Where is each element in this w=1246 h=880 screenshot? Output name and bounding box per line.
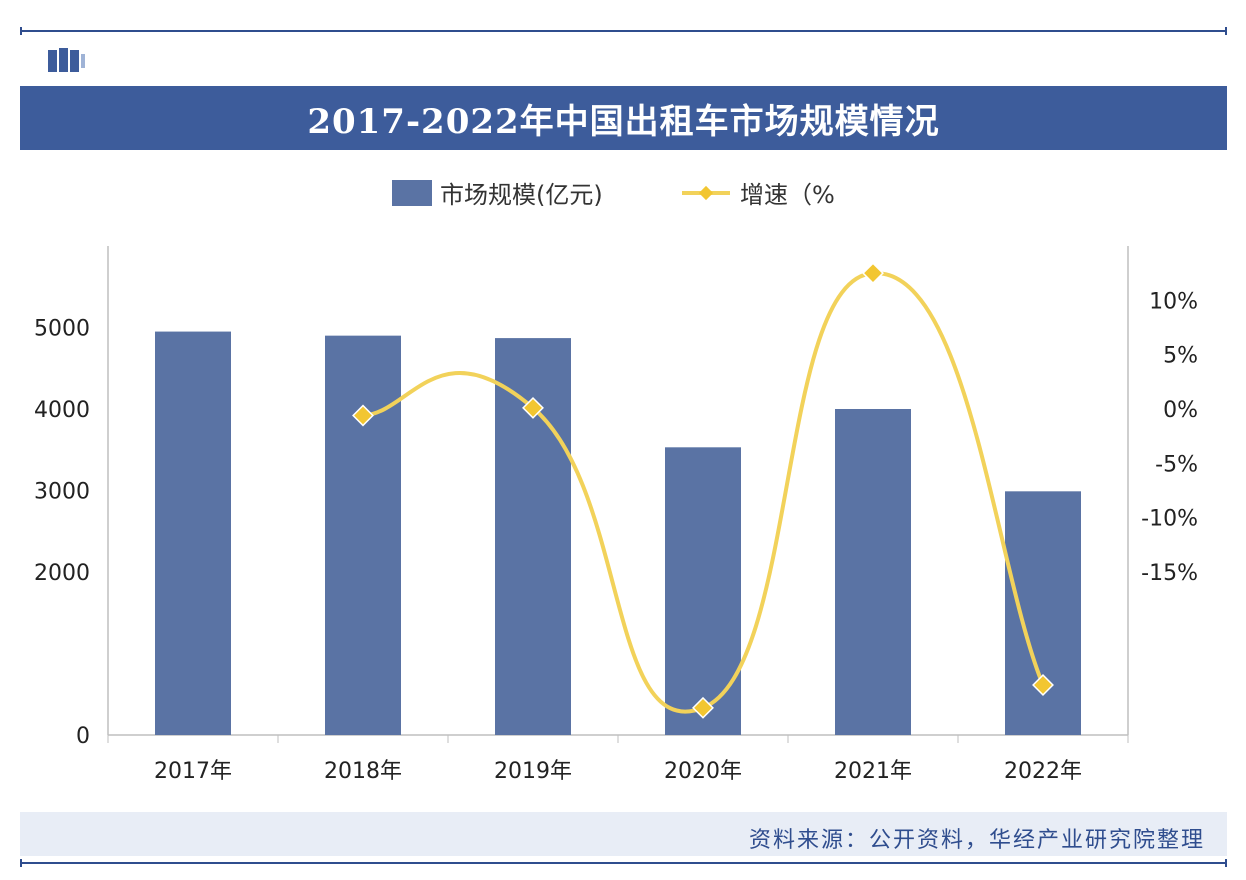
growth-point [1032, 674, 1054, 696]
bar-2021年 [835, 409, 911, 735]
left-tick-label: 3000 [34, 480, 90, 505]
legend-line-marker [698, 185, 714, 201]
x-tick-label: 2019年 [494, 759, 572, 784]
x-tick-label: 2018年 [324, 759, 402, 784]
bottom-rule [22, 862, 1227, 864]
legend-bar-swatch [392, 180, 432, 206]
x-tick-labels: 2017年 2018年 2019年 2020年 2021年 2022年 [154, 759, 1082, 784]
bar-2018年 [325, 335, 401, 735]
bar-series [155, 331, 1081, 735]
right-tick-label: -5% [1155, 452, 1198, 477]
title-bar: 2017-2022年中国出租车市场规模情况 [20, 86, 1227, 150]
x-tick-label: 2022年 [1004, 759, 1082, 784]
legend: 市场规模(亿元) 增速（% [392, 180, 835, 209]
left-tick-label: 4000 [34, 398, 90, 423]
bottom-rule-cap-left [20, 859, 22, 867]
x-tick-label: 2020年 [664, 759, 742, 784]
growth-point [522, 396, 544, 419]
legend-line-label: 增速（% [740, 181, 835, 209]
top-rule [22, 30, 1227, 32]
growth-line [362, 271, 1045, 714]
x-tick-label: 2017年 [154, 759, 232, 784]
x-tick-label: 2021年 [834, 759, 912, 784]
left-tick-label: 0 [76, 724, 90, 749]
footer: 资料来源：公开资料，华经产业研究院整理 [20, 812, 1227, 856]
left-tick-label: 2000 [34, 561, 90, 586]
chart-title: 2017-2022年中国出租车市场规模情况 [307, 101, 940, 142]
top-rule-cap-left [20, 27, 22, 35]
source-note: 资料来源：公开资料，华经产业研究院整理 [748, 828, 1205, 853]
left-tick-labels: 0 2000 3000 4000 5000 [34, 317, 90, 750]
left-tick-label: 5000 [34, 317, 90, 342]
bar-2022年 [1005, 491, 1081, 735]
right-tick-label: 10% [1149, 289, 1198, 314]
right-tick-label: 5% [1163, 344, 1198, 369]
axes [107, 246, 1129, 743]
right-tick-label: 0% [1163, 398, 1198, 423]
top-rule-cap-right [1225, 27, 1227, 35]
growth-point [352, 404, 374, 427]
line-series [352, 262, 1054, 719]
growth-point [692, 696, 714, 719]
growth-point [862, 262, 884, 285]
legend-bar-label: 市场规模(亿元) [440, 181, 603, 209]
right-tick-label: -10% [1141, 507, 1198, 532]
brand-logo-icon [48, 48, 85, 72]
right-tick-label: -15% [1141, 561, 1198, 586]
right-tick-labels: 10% 5% 0% -5% -10% -15% [1141, 289, 1198, 586]
bar-2017年 [155, 331, 231, 735]
bar-2020年 [665, 447, 741, 735]
bottom-rule-cap-right [1225, 859, 1227, 867]
